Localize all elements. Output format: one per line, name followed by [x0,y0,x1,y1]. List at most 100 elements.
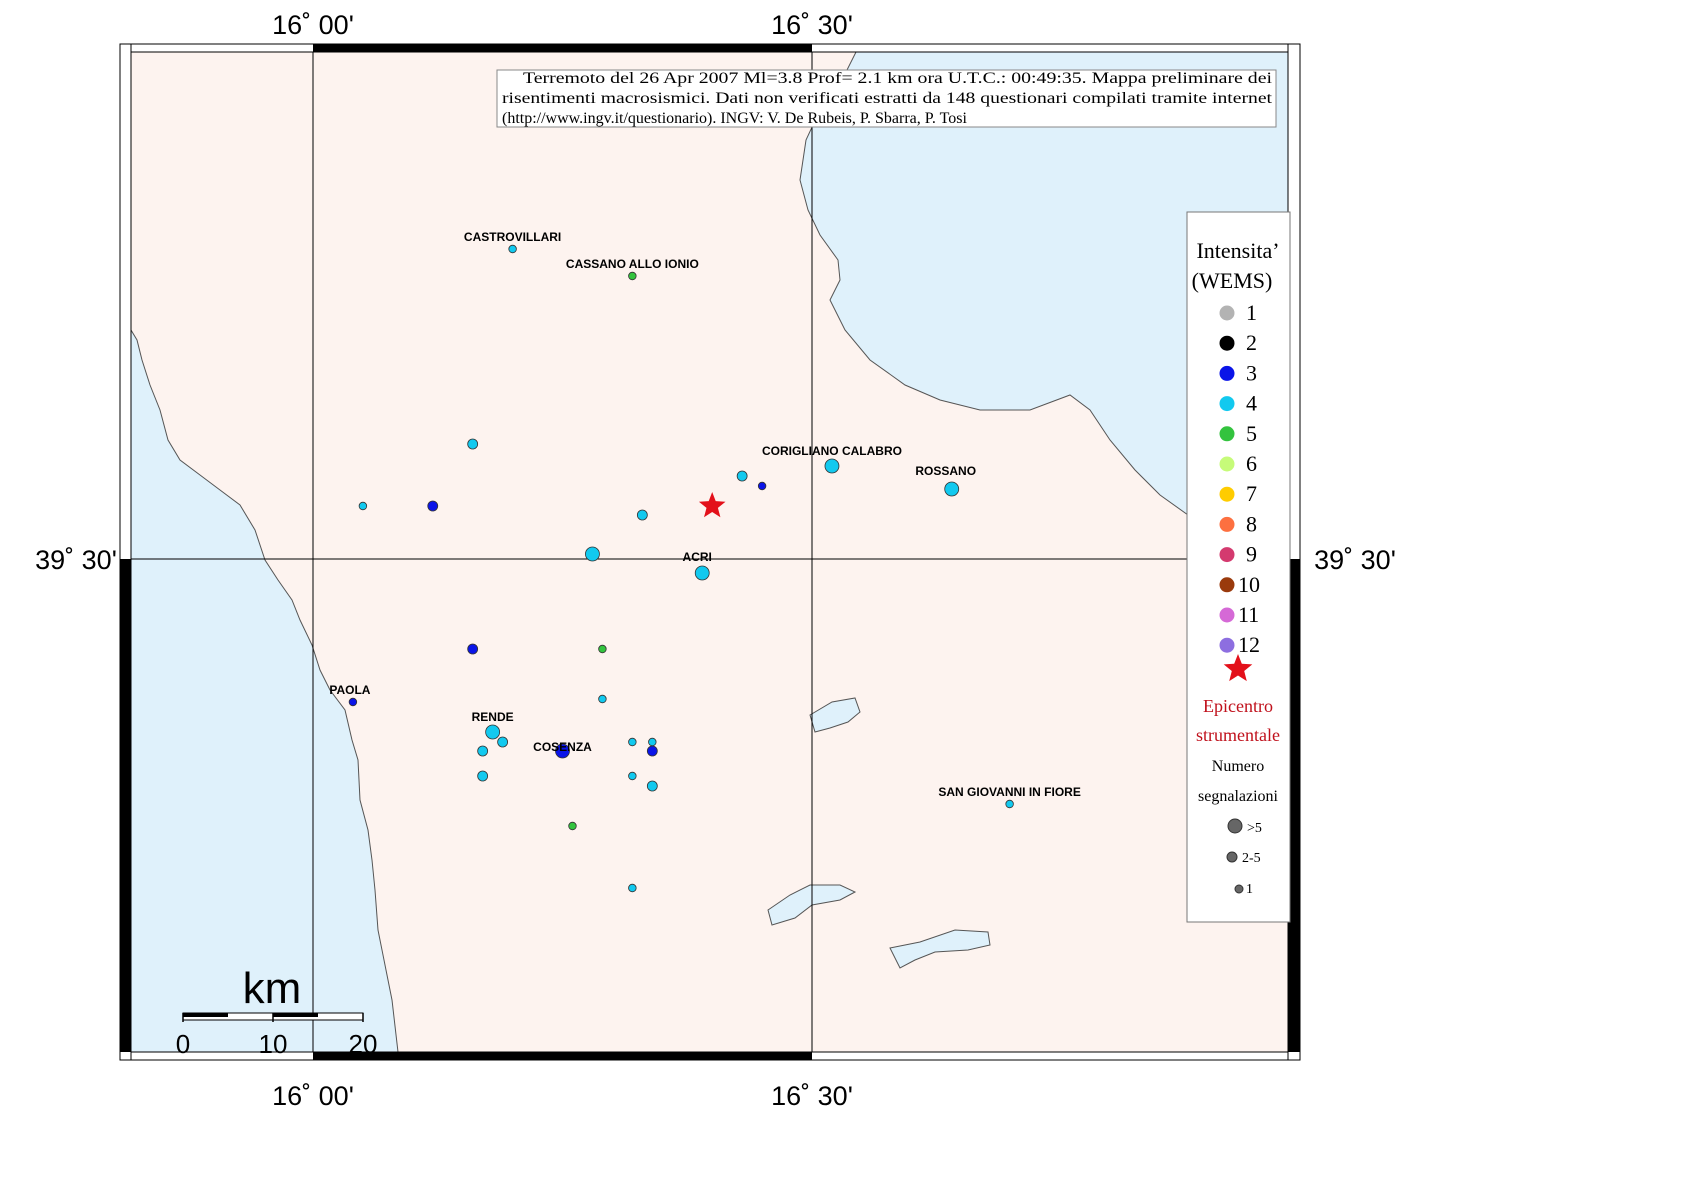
tyrrhenian-sea [131,52,399,1052]
legend-intensity-swatch [1219,365,1235,381]
observation-point [497,736,509,748]
legend-subtitle: (WEMS) [1192,268,1273,293]
legend-count-label: >5 [1247,821,1262,836]
legend-intensity-swatch [1219,637,1235,653]
lat-label-left: 39˚ 30' [35,545,117,575]
legend-intensity-label: 5 [1246,421,1257,446]
observation-point [944,481,960,497]
ionian-sea [799,52,1288,516]
lat-label-right: 39˚ 30' [1314,545,1396,575]
lake [809,697,861,733]
legend-title: Intensita’ [1196,238,1279,263]
observation-point [585,546,600,562]
observation-point [648,737,657,747]
observation-point [628,737,637,747]
info-line: risentimenti macrosismici. Dati non veri… [502,90,1273,107]
legend-intensity-swatch [1219,426,1235,442]
info-line: Terremoto del 26 Apr 2007 Ml=3.8 Prof= 2… [523,70,1273,87]
legend-intensity-swatch [1219,335,1235,351]
city-label: ACRI [683,550,712,564]
lon-label-top: 16˚ 00' [272,10,354,40]
observation-point [477,770,489,782]
city-label: CORIGLIANO CALABRO [762,444,902,458]
observation-points [348,244,1014,893]
legend-intensity-label: 1 [1246,300,1257,325]
observation-point [824,458,840,474]
legend-intensity-label: 7 [1246,481,1257,506]
observation-point [694,565,710,581]
lon-label-top: 16˚ 30' [771,10,853,40]
scale-bar: km 0 10 20 [176,964,378,1059]
observation-point [636,509,648,521]
observation-point [598,644,607,654]
legend-intensity-swatch [1219,516,1235,532]
legend-count-symbol [1226,851,1238,863]
scale-tick-label: 0 [176,1029,190,1059]
legend-intensity-swatch [1219,547,1235,563]
city-label: RENDE [472,710,514,724]
legend-count-title: Numero [1212,758,1264,775]
legend-count-symbol [1234,884,1244,894]
observation-point [358,501,368,511]
legend-intensity-label: 4 [1246,391,1257,416]
observation-point [1005,799,1014,809]
city-label: SAN GIOVANNI IN FIORE [938,785,1080,799]
city-label: COSENZA [533,740,592,754]
legend-intensity-label: 10 [1238,572,1260,597]
city-label: CASTROVILLARI [464,230,561,244]
lon-label-bottom: 16˚ 00' [272,1081,354,1111]
observation-point [646,780,658,792]
legend-intensity-swatch [1219,396,1235,412]
observation-point [628,271,637,281]
info-line: (http://www.ingv.it/questionario). INGV:… [502,110,968,127]
legend-intensity-swatch [1219,305,1235,321]
legend-intensity-swatch [1219,486,1235,502]
epicenter-star-icon [698,492,726,518]
map-frame [119,43,1301,1061]
legend-count-symbol [1227,818,1243,834]
observation-point [467,643,479,655]
legend-intensity-swatch [1219,577,1235,593]
legend-intensity-label: 11 [1238,602,1259,627]
legend-intensity-label: 2 [1246,330,1257,355]
legend-count-label: 2-5 [1242,851,1261,866]
city-labels: CASTROVILLARI CASSANO ALLO IONIO CORIGLIAN… [329,230,1080,799]
observation-point [427,500,439,512]
legend-epicenter-label: strumentale [1196,725,1280,745]
legend-epicenter-label: Epicentro [1203,696,1273,716]
lake [889,929,991,969]
observation-point [508,244,517,254]
scale-tick-label: 20 [349,1029,378,1059]
observation-point [485,724,501,740]
observation-point [628,771,637,781]
observation-point [646,745,658,757]
observation-point [568,821,577,831]
observation-point [598,694,607,704]
city-label: CASSANO ALLO IONIO [566,257,699,271]
legend-intensity-label: 3 [1246,360,1257,385]
observation-point [628,883,637,893]
legend-intensity-swatch [1219,456,1235,472]
legend-count-title: segnalazioni [1198,788,1279,805]
legend-intensity-label: 12 [1238,632,1260,657]
legend-intensity-label: 8 [1246,511,1257,536]
observation-point [348,697,358,707]
legend-intensity-label: 9 [1246,542,1257,567]
lon-label-bottom: 16˚ 30' [771,1081,853,1111]
observation-point [477,745,489,757]
observation-point [467,438,479,450]
map-area: CASTROVILLARI CASSANO ALLO IONIO CORIGLIAN… [131,52,1288,1052]
legend-intensity-label: 6 [1246,451,1257,476]
epicenter-layer [698,492,726,518]
scale-tick-label: 10 [259,1029,288,1059]
observation-point [757,481,767,491]
observation-point [555,743,570,759]
info-box: Terremoto del 26 Apr 2007 Ml=3.8 Prof= 2… [496,69,1277,128]
scale-unit: km [243,964,302,1013]
observation-point [736,470,748,482]
legend-count-label: 1 [1246,882,1253,897]
city-label: PAOLA [329,683,370,697]
